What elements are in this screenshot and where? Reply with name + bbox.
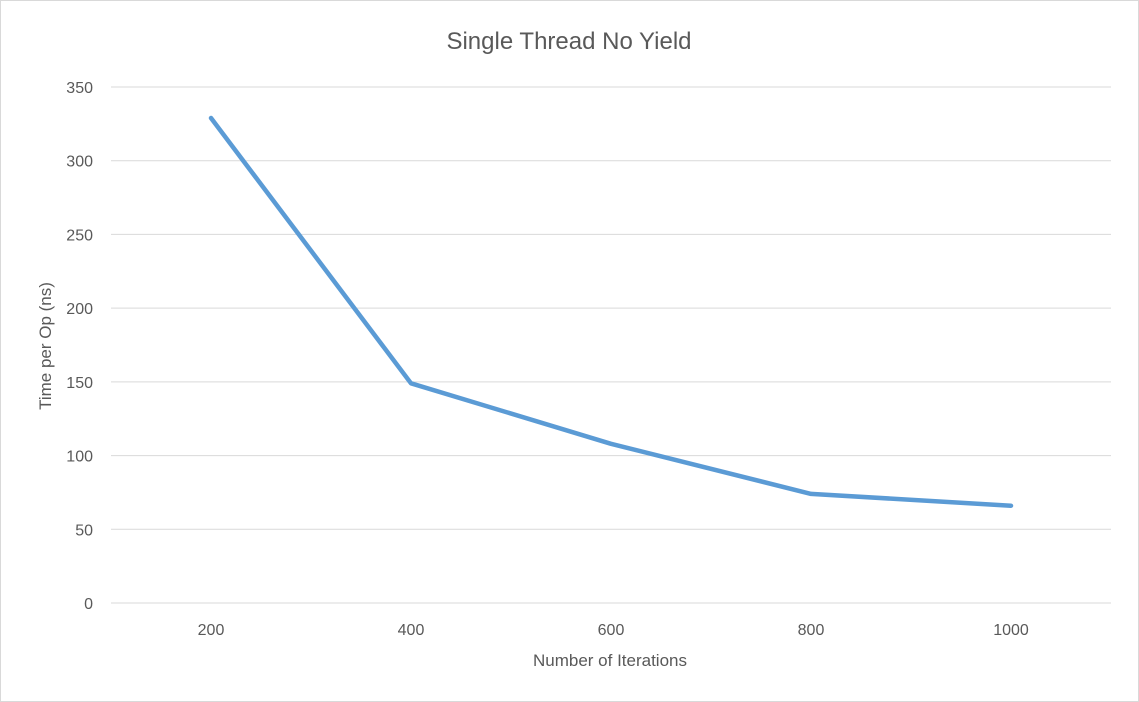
x-tick-label: 400: [398, 622, 425, 639]
x-tick-label: 1000: [993, 622, 1029, 639]
y-tick-label: 300: [66, 154, 93, 171]
x-tick-label: 200: [198, 622, 225, 639]
y-tick-label: 150: [66, 375, 93, 392]
y-axis-label: Time per Op (ns): [36, 282, 55, 410]
y-axis-ticks: 0 50 100 150 200 250 300 350: [66, 80, 93, 613]
chart-title: Single Thread No Yield: [446, 28, 691, 55]
x-tick-label: 600: [598, 622, 625, 639]
gridlines: [111, 86, 1111, 604]
y-tick-label: 50: [75, 522, 93, 539]
y-tick-label: 350: [66, 80, 93, 97]
x-tick-label: 800: [798, 622, 825, 639]
x-axis-ticks: 200 400 600 800 1000: [198, 622, 1029, 639]
series-layer: [208, 115, 1014, 508]
y-tick-label: 0: [84, 596, 93, 613]
y-tick-label: 250: [66, 227, 93, 244]
y-tick-label: 100: [66, 449, 93, 466]
series-line-0: [208, 115, 1014, 508]
x-axis-label: Number of Iterations: [533, 651, 687, 670]
y-tick-label: 200: [66, 301, 93, 318]
